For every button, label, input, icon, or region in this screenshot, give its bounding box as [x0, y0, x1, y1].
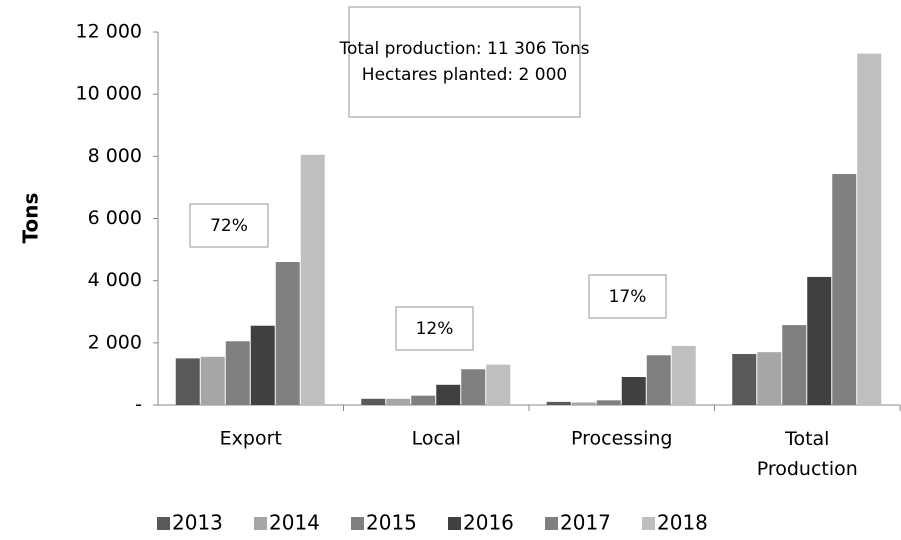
bar [486, 364, 511, 405]
y-tick-label: 12 000 [76, 21, 142, 43]
bar [571, 402, 596, 405]
bar [175, 358, 200, 405]
bar [832, 174, 857, 405]
bar [807, 276, 832, 405]
bar [596, 400, 621, 405]
bar [857, 53, 882, 405]
info-box [348, 6, 581, 118]
legend-swatch [642, 517, 655, 530]
percent-box [588, 274, 667, 319]
annotation: Hectares planted: 2 000 [362, 65, 567, 85]
y-tick-label: 6 000 [88, 207, 142, 229]
x-tick-label: Processing [571, 428, 672, 450]
y-tick-label: 10 000 [76, 83, 142, 105]
bar [621, 377, 646, 405]
bar [411, 395, 436, 405]
legend-label: 2015 [366, 511, 417, 535]
annotation: Total production: 11 306 Tons [339, 39, 590, 59]
bar [225, 341, 250, 405]
annotation: 12% [416, 319, 454, 339]
bar [782, 325, 807, 405]
legend-label: 2016 [463, 511, 514, 535]
bar [671, 345, 696, 405]
y-tick-label: 2 000 [88, 331, 142, 353]
percent-box [395, 306, 474, 351]
x-tick-label: Export [220, 428, 282, 450]
x-tick-label: Local [412, 428, 461, 450]
bar [300, 154, 325, 405]
y-tick-label: 4 000 [88, 269, 142, 291]
percent-box [189, 203, 269, 248]
plot: - 2 000 4 000 6 000 8 000 10 000 12 000 Export L… [76, 21, 901, 535]
bar [200, 356, 225, 405]
x-tick-label: Total Production [757, 428, 858, 480]
bar [361, 398, 386, 405]
y-axis-label: Tons [19, 193, 43, 244]
legend-label: 2014 [269, 511, 320, 535]
bar [386, 398, 411, 405]
bar [275, 262, 300, 405]
annotation: 72% [210, 216, 248, 236]
legend-swatch [254, 517, 267, 530]
bar [757, 352, 782, 405]
legend-label: 2018 [657, 511, 708, 535]
legend-swatch [157, 517, 170, 530]
legend-swatch [448, 517, 461, 530]
bar [646, 355, 671, 405]
bar [546, 401, 571, 405]
bar [250, 325, 275, 405]
y-tick-label: 8 000 [88, 145, 142, 167]
bar [461, 369, 486, 405]
bar [436, 384, 461, 405]
y-tick-label: - [135, 394, 142, 416]
bar [732, 354, 757, 405]
legend-swatch [545, 517, 558, 530]
annotation: 17% [609, 287, 647, 307]
legend-swatch [351, 517, 364, 530]
legend-label: 2017 [560, 511, 611, 535]
legend-label: 2013 [172, 511, 223, 535]
